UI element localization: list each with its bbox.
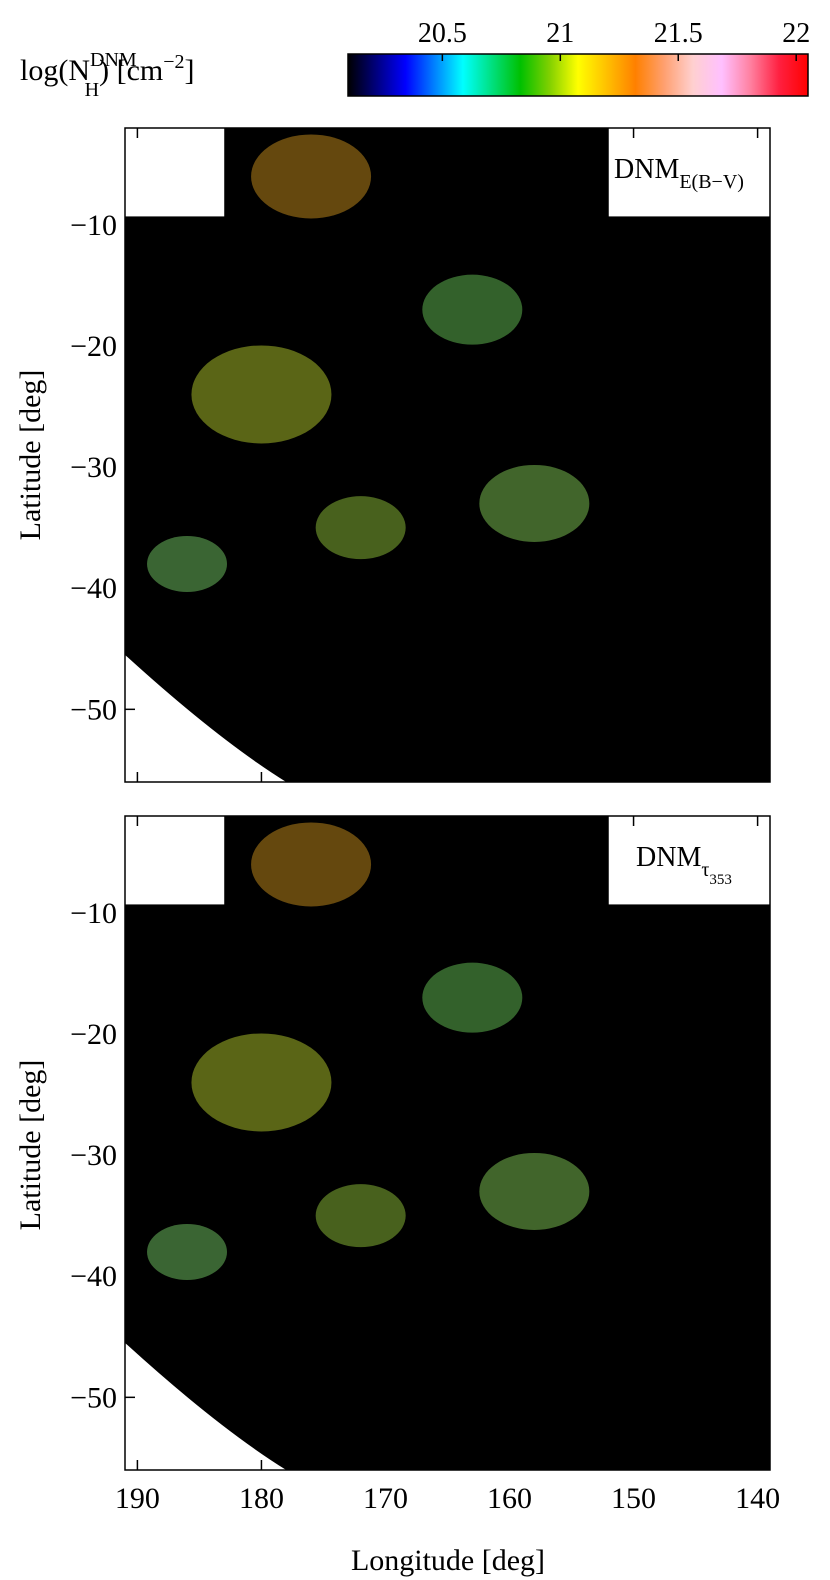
axes-frame	[124, 127, 771, 783]
x-tick-label: 160	[487, 1482, 532, 1515]
y-tick-label: −50	[70, 1381, 117, 1414]
y-tick-label: −20	[70, 1018, 117, 1051]
colorbar-label: log(NDNM H) [cm−2]	[20, 49, 195, 101]
dense-cloud	[422, 274, 523, 345]
y-tick-label: −40	[70, 1260, 117, 1293]
dense-cloud	[315, 1184, 406, 1248]
panel-title: DNMτ353	[636, 842, 732, 888]
dense-cloud	[191, 345, 332, 444]
panel-title: DNME(B−V)	[614, 154, 744, 193]
x-tick-label: 150	[611, 1482, 656, 1515]
x-tick-label: 180	[239, 1482, 284, 1515]
x-tick-label: 140	[735, 1482, 780, 1515]
emission-layer	[125, 128, 770, 782]
dense-cloud	[479, 464, 590, 542]
colorbar-ticks: 20.5 21 21.5 22	[418, 18, 810, 61]
map-panel-bottom: 190 180 170 160 150 140 −10 −20 −30 −40 −50 DNMτ353	[70, 815, 780, 1515]
y-tick-label: −20	[70, 330, 117, 363]
masked-region-top-left	[125, 816, 225, 905]
y-axis-label-bottom: Latitude [deg]	[14, 1060, 47, 1231]
colorbar-tick-label: 21	[546, 18, 574, 49]
emission-layer	[125, 816, 770, 1470]
colorbar: log(NDNM H) [cm−2] 20.5 21 21.5 22	[20, 18, 810, 101]
map-panel-top: −10 −20 −30 −40 −50 DNME(B−V)	[70, 127, 771, 783]
colorbar-tick-label: 22	[782, 18, 810, 49]
y-tick-label: −40	[70, 572, 117, 605]
dense-cloud	[147, 536, 228, 592]
colorbar-gradient	[347, 53, 809, 97]
y-tick-label: −50	[70, 693, 117, 726]
y-tick-label: −30	[70, 451, 117, 484]
dense-cloud	[251, 134, 372, 219]
dense-cloud	[315, 496, 406, 560]
dense-cloud	[147, 1224, 228, 1280]
dense-cloud	[191, 1033, 332, 1132]
dense-cloud	[251, 822, 372, 907]
y-tick-label: −10	[70, 897, 117, 930]
masked-region-top-left	[125, 128, 225, 217]
x-tick-label: 170	[363, 1482, 408, 1515]
masked-region-top-right	[608, 128, 770, 217]
x-axis-label: Longitude [deg]	[351, 1544, 545, 1577]
dense-cloud	[479, 1152, 590, 1230]
axes-frame	[124, 815, 771, 1471]
y-tick-label: −10	[70, 209, 117, 242]
masked-region-corner	[125, 1342, 287, 1470]
masked-region-top-right	[608, 816, 770, 905]
colorbar-tick-label: 21.5	[654, 18, 703, 49]
colorbar-tick-label: 20.5	[418, 18, 467, 49]
x-tick-label: 190	[115, 1482, 160, 1515]
y-axis-label-top: Latitude [deg]	[14, 370, 47, 541]
dense-cloud	[422, 962, 523, 1033]
masked-region-corner	[125, 654, 287, 782]
y-tick-label: −30	[70, 1139, 117, 1172]
